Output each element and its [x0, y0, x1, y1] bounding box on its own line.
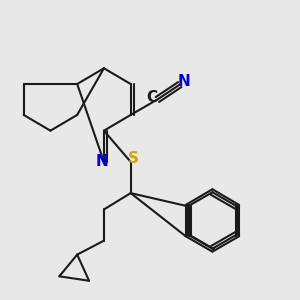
Text: N: N	[178, 74, 190, 89]
Text: N: N	[96, 154, 109, 169]
Text: S: S	[128, 152, 139, 166]
Text: C: C	[146, 91, 158, 106]
